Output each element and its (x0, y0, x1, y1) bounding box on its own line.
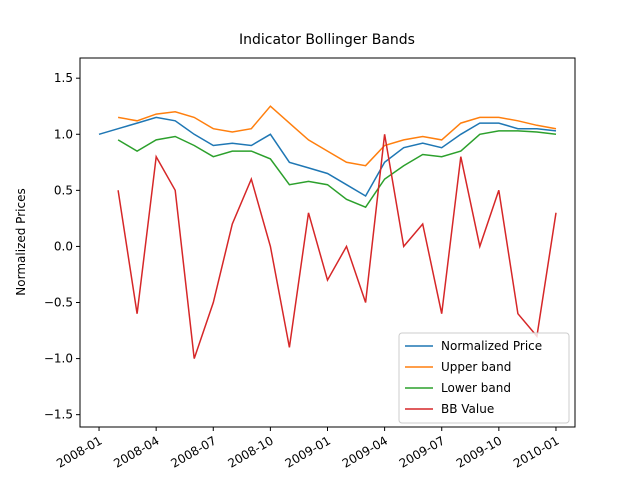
y-tick-label: −1.5 (44, 408, 73, 422)
x-tick-label: 2008-01 (54, 433, 104, 470)
legend-label: Lower band (441, 381, 511, 395)
x-tick-label: 2009-01 (283, 433, 333, 470)
series-line (117, 130, 557, 209)
y-tick-label: 1.5 (54, 71, 73, 85)
y-axis-label: Normalized Prices (14, 188, 28, 295)
x-tick-label: 2008-04 (111, 433, 161, 470)
series-line (117, 134, 557, 359)
legend-label: BB Value (441, 402, 494, 416)
y-tick-label: −0.5 (44, 296, 73, 310)
y-tick-label: −1.0 (44, 352, 73, 366)
legend-label: Normalized Price (441, 339, 542, 353)
series-line (117, 105, 557, 167)
legend-label: Upper band (441, 360, 511, 374)
y-tick-label: 0.0 (54, 239, 73, 253)
legend-box (398, 332, 570, 424)
x-tick-label: 2009-10 (454, 433, 504, 470)
x-tick-label: 2009-07 (397, 433, 447, 470)
x-tick-label: 2008-10 (225, 433, 275, 470)
x-tick-label: 2009-04 (340, 433, 390, 470)
x-tick-label: 2008-07 (168, 433, 218, 470)
series-line (98, 116, 557, 198)
plot-frame (79, 57, 576, 428)
chart-title: Indicator Bollinger Bands (239, 32, 415, 48)
y-tick-label: 1.0 (54, 127, 73, 141)
y-tick-label: 0.5 (54, 183, 73, 197)
x-tick-label: 2010-01 (511, 433, 561, 470)
